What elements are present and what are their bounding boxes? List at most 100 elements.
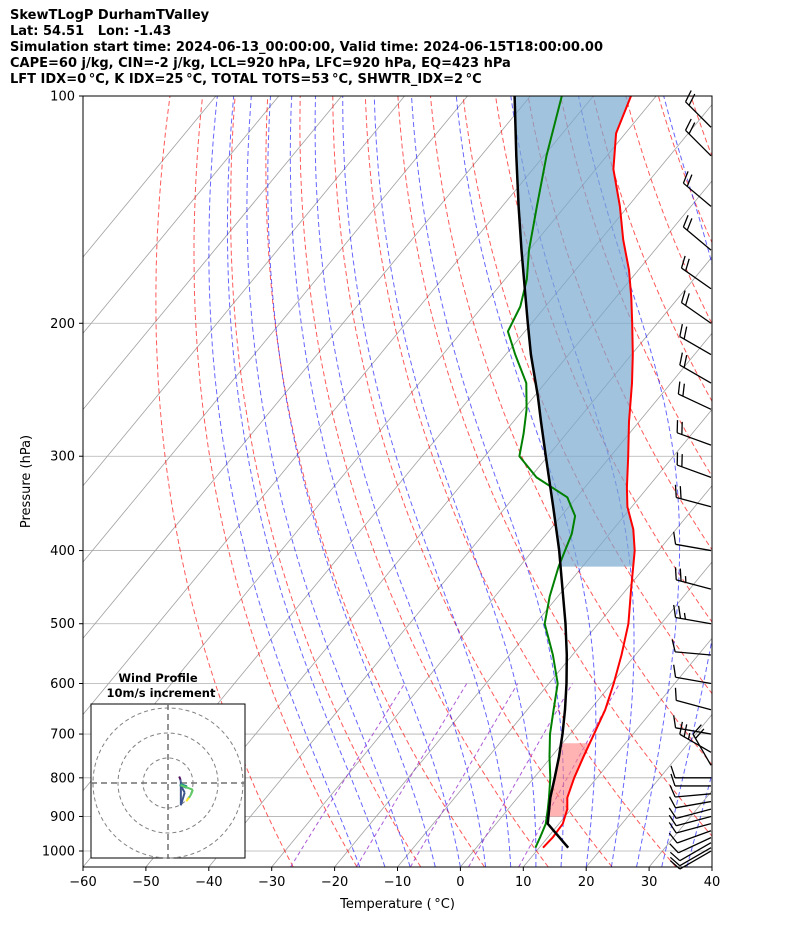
isotherm-line xyxy=(83,96,217,258)
x-tick-label: 30 xyxy=(641,875,658,890)
wind-barb xyxy=(674,687,712,711)
hodograph-trace xyxy=(180,784,194,791)
parcel-line xyxy=(513,96,570,849)
wind-barb xyxy=(670,765,711,779)
wind-barb xyxy=(670,773,711,787)
wind-barb xyxy=(671,639,712,656)
moist-adiabat xyxy=(267,96,436,867)
wind-barb xyxy=(677,381,712,410)
moist-adiabat xyxy=(411,96,564,867)
hodograph-trace xyxy=(186,797,190,801)
dry-adiabat xyxy=(724,96,794,867)
wind-barb xyxy=(668,796,712,809)
moist-adiabat xyxy=(373,96,537,867)
header-stability: CAPE=60 j/kg, CIN=-2 j/kg, LCL=920 hPa, … xyxy=(10,56,511,71)
wind-barb xyxy=(673,715,712,735)
wind-barb xyxy=(668,830,712,844)
x-tick-label: −20 xyxy=(321,875,348,890)
wind-barb xyxy=(673,604,712,625)
dry-adiabat xyxy=(592,96,712,403)
wind-barb xyxy=(682,214,712,251)
wind-barb xyxy=(668,822,712,834)
x-tick-label: 20 xyxy=(578,875,595,890)
header-location: Lat: 54.51 Lon: -1.43 xyxy=(10,24,172,39)
isotherm-line xyxy=(83,96,342,411)
hodograph-inset xyxy=(90,703,246,859)
dry-adiabat xyxy=(657,96,712,244)
x-tick-label: −40 xyxy=(195,875,222,890)
y-tick-label: 700 xyxy=(50,728,75,743)
dry-adiabat xyxy=(332,96,613,867)
wind-barb xyxy=(692,724,712,766)
dry-adiabat xyxy=(193,96,358,867)
hodograph-trace xyxy=(178,776,181,779)
isotherm-line xyxy=(460,561,712,867)
y-tick-label: 500 xyxy=(50,617,75,632)
wind-barb xyxy=(673,664,712,685)
moist-adiabat xyxy=(289,96,461,867)
mixing-ratio-line xyxy=(409,683,519,867)
hodograph-trace xyxy=(179,792,186,806)
mixing-ratio-line xyxy=(290,683,406,867)
y-tick-label: 900 xyxy=(50,810,75,825)
hodograph-title: Wind Profile xyxy=(118,671,198,685)
y-tick-label: 600 xyxy=(50,677,75,692)
x-tick-label: −30 xyxy=(258,875,285,890)
dry-adiabat xyxy=(690,96,712,158)
hodograph-trace xyxy=(188,795,192,799)
hodograph-trace xyxy=(180,783,188,788)
wind-barb xyxy=(680,290,712,324)
isotherm-line xyxy=(334,408,712,867)
x-axis-label: Temperature ( °C) xyxy=(339,897,455,912)
dry-adiabat xyxy=(155,96,294,867)
header-title: SkewTLogP DurhamTValley xyxy=(10,8,210,23)
wind-barb xyxy=(679,721,712,753)
isotherm-line xyxy=(711,866,712,867)
wind-barb xyxy=(684,90,712,128)
dry-adiabat xyxy=(364,96,677,867)
moist-adiabat xyxy=(578,96,681,867)
isotherm-line xyxy=(397,485,712,867)
y-axis-label: Pressure (hPa) xyxy=(19,435,34,528)
wind-barb xyxy=(669,847,712,867)
x-tick-label: 0 xyxy=(456,875,464,890)
isotherm-line xyxy=(83,96,531,639)
wind-barb xyxy=(680,255,712,290)
wind-barb xyxy=(674,567,712,590)
dry-adiabat xyxy=(230,96,422,867)
isotherm-line xyxy=(83,96,594,716)
moist-adiabat xyxy=(208,96,361,867)
wind-barb xyxy=(668,814,712,827)
mixing-ratio-line xyxy=(355,683,468,867)
isotherm-line xyxy=(83,96,280,334)
wind-barb xyxy=(673,531,712,552)
isotherm-line xyxy=(83,96,468,563)
wind-barb xyxy=(676,452,712,479)
wind-barb xyxy=(679,352,712,384)
wind-barb xyxy=(669,837,712,854)
x-tick-label: −10 xyxy=(384,875,411,890)
dry-adiabat xyxy=(756,96,794,867)
y-tick-label: 100 xyxy=(50,90,75,105)
x-tick-label: 40 xyxy=(704,875,721,890)
dry-adiabat xyxy=(397,96,712,837)
dry-adiabat xyxy=(462,96,712,695)
x-tick-label: −60 xyxy=(69,875,96,890)
hodograph-trace xyxy=(190,791,194,795)
moist-adiabat xyxy=(342,96,512,867)
hodograph-ring xyxy=(117,732,219,834)
chart-header: SkewTLogP DurhamTValley Lat: 54.51 Lon: -… xyxy=(10,8,603,88)
y-tick-label: 800 xyxy=(50,771,75,786)
hodograph-trace xyxy=(189,793,193,797)
isotherm-line xyxy=(648,790,712,867)
dry-adiabat xyxy=(625,96,712,325)
hodograph-subtitle: 10m/s increment xyxy=(107,686,216,700)
dry-adiabat xyxy=(789,96,794,867)
dry-adiabat xyxy=(430,96,712,766)
temperature-line xyxy=(542,96,636,849)
x-tick-label: 10 xyxy=(515,875,532,890)
y-tick-label: 400 xyxy=(50,544,75,559)
dewpoint-line xyxy=(506,96,577,849)
moist-adiabat xyxy=(661,96,712,867)
